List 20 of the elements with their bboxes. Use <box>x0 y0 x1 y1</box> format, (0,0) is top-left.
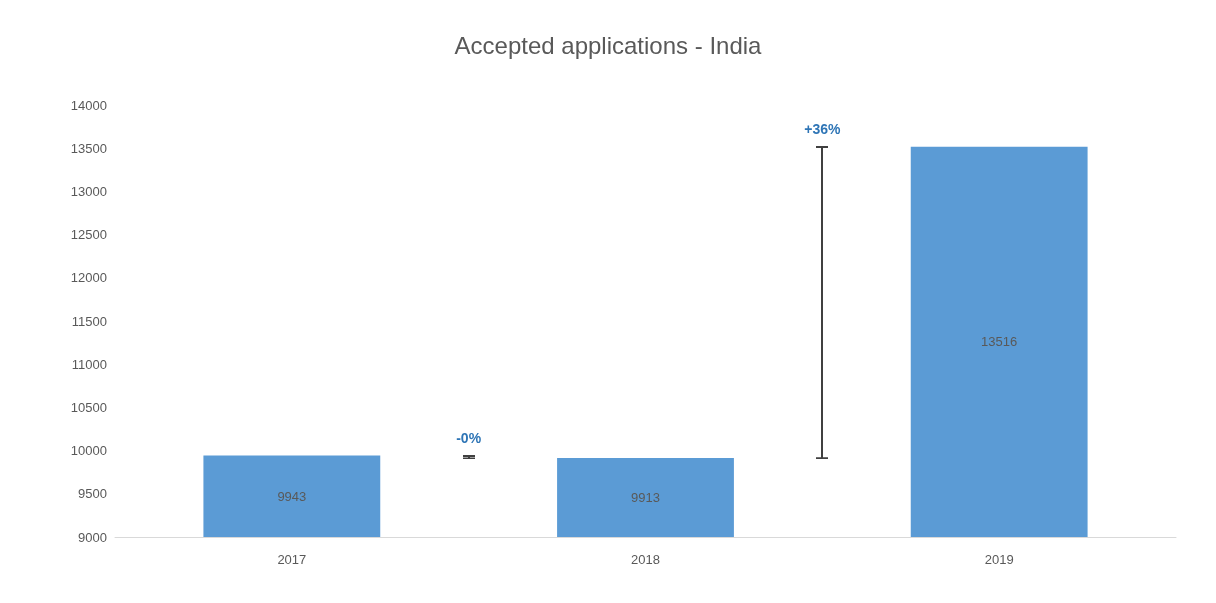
annotation: -0% <box>456 429 482 446</box>
y-tick-label: 12000 <box>70 270 107 286</box>
data-label: 9943 <box>277 488 307 504</box>
x-tick-label: 2017 <box>277 552 307 567</box>
y-tick-label: 13500 <box>70 140 107 156</box>
chart-title: Accepted applications - India <box>454 31 763 59</box>
y-tick-label: 10000 <box>70 443 107 459</box>
x-tick-label: 2019 <box>984 552 1014 567</box>
y-tick-label: 10500 <box>70 399 107 415</box>
y-tick-label: 13000 <box>70 183 107 199</box>
y-tick-label: 14000 <box>70 97 107 113</box>
y-tick-label: 9000 <box>78 529 107 545</box>
annotation: +36% <box>804 120 841 137</box>
y-tick-label: 11000 <box>71 356 107 372</box>
y-tick-label: 9500 <box>78 486 107 502</box>
y-tick-label: 12500 <box>70 227 107 243</box>
data-label: 9913 <box>631 490 660 506</box>
x-tick-label: 2018 <box>631 552 660 567</box>
data-label: 13516 <box>981 334 1018 350</box>
y-tick-label: 11500 <box>71 313 107 329</box>
